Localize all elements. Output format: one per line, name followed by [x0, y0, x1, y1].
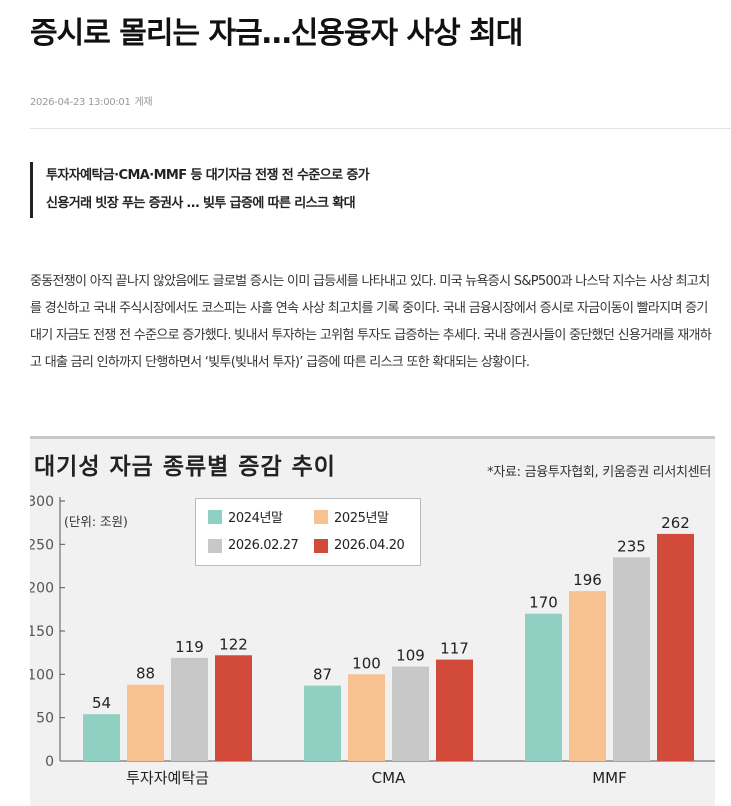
chart-title: 대기성 자금 종류별 증감 추이 — [34, 454, 336, 480]
legend-swatch — [314, 509, 328, 524]
data-label: 100 — [352, 654, 381, 672]
bar — [127, 684, 164, 761]
legend-swatch — [208, 509, 222, 524]
bar — [569, 591, 606, 761]
bar — [304, 685, 341, 761]
data-label: 196 — [573, 571, 602, 589]
y-tick-label: 100 — [30, 667, 54, 683]
legend-item: 2025년말 — [314, 507, 389, 526]
legend-label: 2026.02.27 — [228, 538, 299, 553]
category-label: 투자자예탁금 — [126, 769, 209, 787]
bar — [436, 659, 473, 761]
data-label: 262 — [661, 514, 690, 532]
chart-figure: 0 50 100 150 200 250 300 54 88 119 122 투자자예탁금 87 100 1… — [30, 436, 715, 806]
article-summary: 투자자예탁금·CMA·MMF 등 대기자금 전쟁 전 수준으로 증가 신용거래 … — [30, 162, 686, 218]
data-label: 119 — [175, 638, 204, 656]
data-label: 235 — [617, 537, 646, 555]
summary-line-2: 신용거래 빗장 푸는 증권사 … 빚투 급증에 따른 리스크 확대 — [46, 196, 356, 211]
publish-label: 게재 — [134, 97, 153, 108]
legend-label: 2024년말 — [228, 511, 283, 526]
bar-chart: 0 50 100 150 200 250 300 54 88 119 122 투자자예탁금 87 100 1… — [30, 494, 715, 787]
data-label: 170 — [529, 594, 558, 612]
article-meta: 2026-04-23 13:00:01 게재 — [30, 93, 153, 108]
y-tick-label: 0 — [45, 754, 54, 770]
bar — [83, 714, 120, 761]
y-tick-label: 250 — [30, 537, 54, 553]
data-label: 117 — [440, 640, 469, 658]
legend-item: 2024년말 — [208, 507, 283, 526]
data-label: 88 — [136, 665, 155, 683]
y-tick-label: 300 — [30, 494, 54, 510]
article-headline: 증시로 몰리는 자금…신용융자 사상 최대 — [30, 16, 523, 51]
y-tick-label: 200 — [30, 581, 54, 597]
category-label: MMF — [592, 769, 627, 787]
legend-item: 2026.04.20 — [314, 538, 405, 553]
data-label: 122 — [219, 635, 248, 653]
y-tick-label: 150 — [30, 624, 54, 640]
bar — [215, 655, 252, 761]
bar — [525, 613, 562, 761]
legend-label: 2025년말 — [334, 511, 389, 526]
chart-legend: 2024년말 2025년말 2026.02.27 2026.04.20 — [195, 498, 421, 566]
publish-date: 2026-04-23 13:00:01 — [30, 97, 131, 108]
legend-item: 2026.02.27 — [208, 538, 299, 553]
legend-swatch — [314, 538, 328, 553]
data-label: 87 — [313, 666, 332, 684]
bar — [613, 557, 650, 761]
bar — [657, 533, 694, 761]
data-label: 109 — [396, 647, 425, 665]
category-label: CMA — [372, 769, 406, 787]
chart-source: *자료: 금융투자협회, 키움증권 리서치센터 — [487, 465, 711, 480]
summary-line-1: 투자자예탁금·CMA·MMF 등 대기자금 전쟁 전 수준으로 증가 — [46, 168, 370, 183]
bar — [392, 666, 429, 761]
y-tick-label: 50 — [36, 711, 54, 727]
chart-unit: (단위: 조원) — [64, 514, 128, 529]
data-label: 54 — [92, 694, 111, 712]
article-body: 중동전쟁이 아직 끝나지 않았음에도 글로벌 증시는 이미 급등세를 나타내고 … — [30, 274, 712, 370]
header-divider — [30, 128, 731, 129]
bar — [348, 674, 385, 761]
bar — [171, 657, 208, 761]
legend-swatch — [208, 538, 222, 553]
legend-label: 2026.04.20 — [334, 538, 405, 553]
